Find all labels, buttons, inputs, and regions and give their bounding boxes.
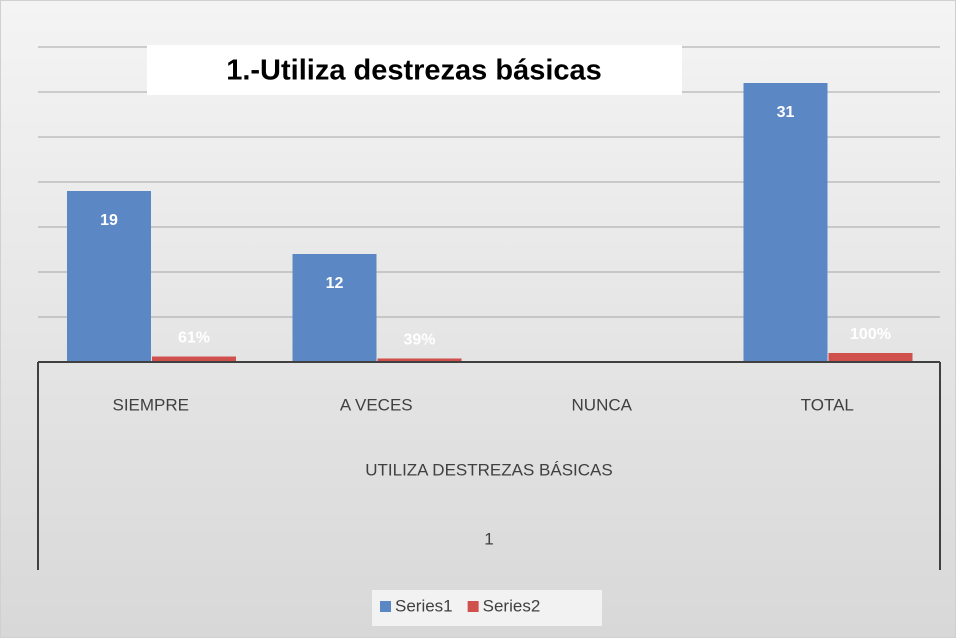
legend: Series1 Series2 (380, 596, 540, 615)
category-group-label: 1 (484, 529, 493, 548)
title-box (147, 45, 682, 95)
marks: SIEMPRE 19 61% A VECES 12 39% NUNCA TOTAL 31 100% (67, 83, 913, 414)
legend-box (372, 590, 602, 626)
x-tick-label: NUNCA (572, 395, 633, 414)
bar (743, 83, 828, 362)
data-label: 61% (178, 330, 210, 347)
legend-label: Series2 (483, 596, 541, 615)
bar (152, 356, 236, 362)
data-label: 31 (777, 104, 795, 121)
data-label: 39% (403, 332, 435, 349)
data-label: 100% (850, 326, 891, 343)
data-label: 12 (326, 275, 344, 292)
legend-swatch (380, 601, 391, 612)
bar (292, 254, 377, 362)
bar (67, 191, 151, 362)
bar (377, 358, 462, 362)
bar (828, 353, 913, 362)
x-tick-label: TOTAL (801, 395, 854, 414)
data-label: 19 (100, 212, 118, 229)
chart-title: 1.-Utiliza destrezas básicas (226, 55, 602, 87)
x-tick-label: SIEMPRE (112, 395, 189, 414)
category-group-label: UTILIZA DESTREZAS BÁSICAS (365, 460, 613, 479)
x-tick-label: A VECES (340, 395, 413, 414)
legend-swatch (467, 601, 479, 612)
legend-label: Series1 (395, 596, 453, 615)
